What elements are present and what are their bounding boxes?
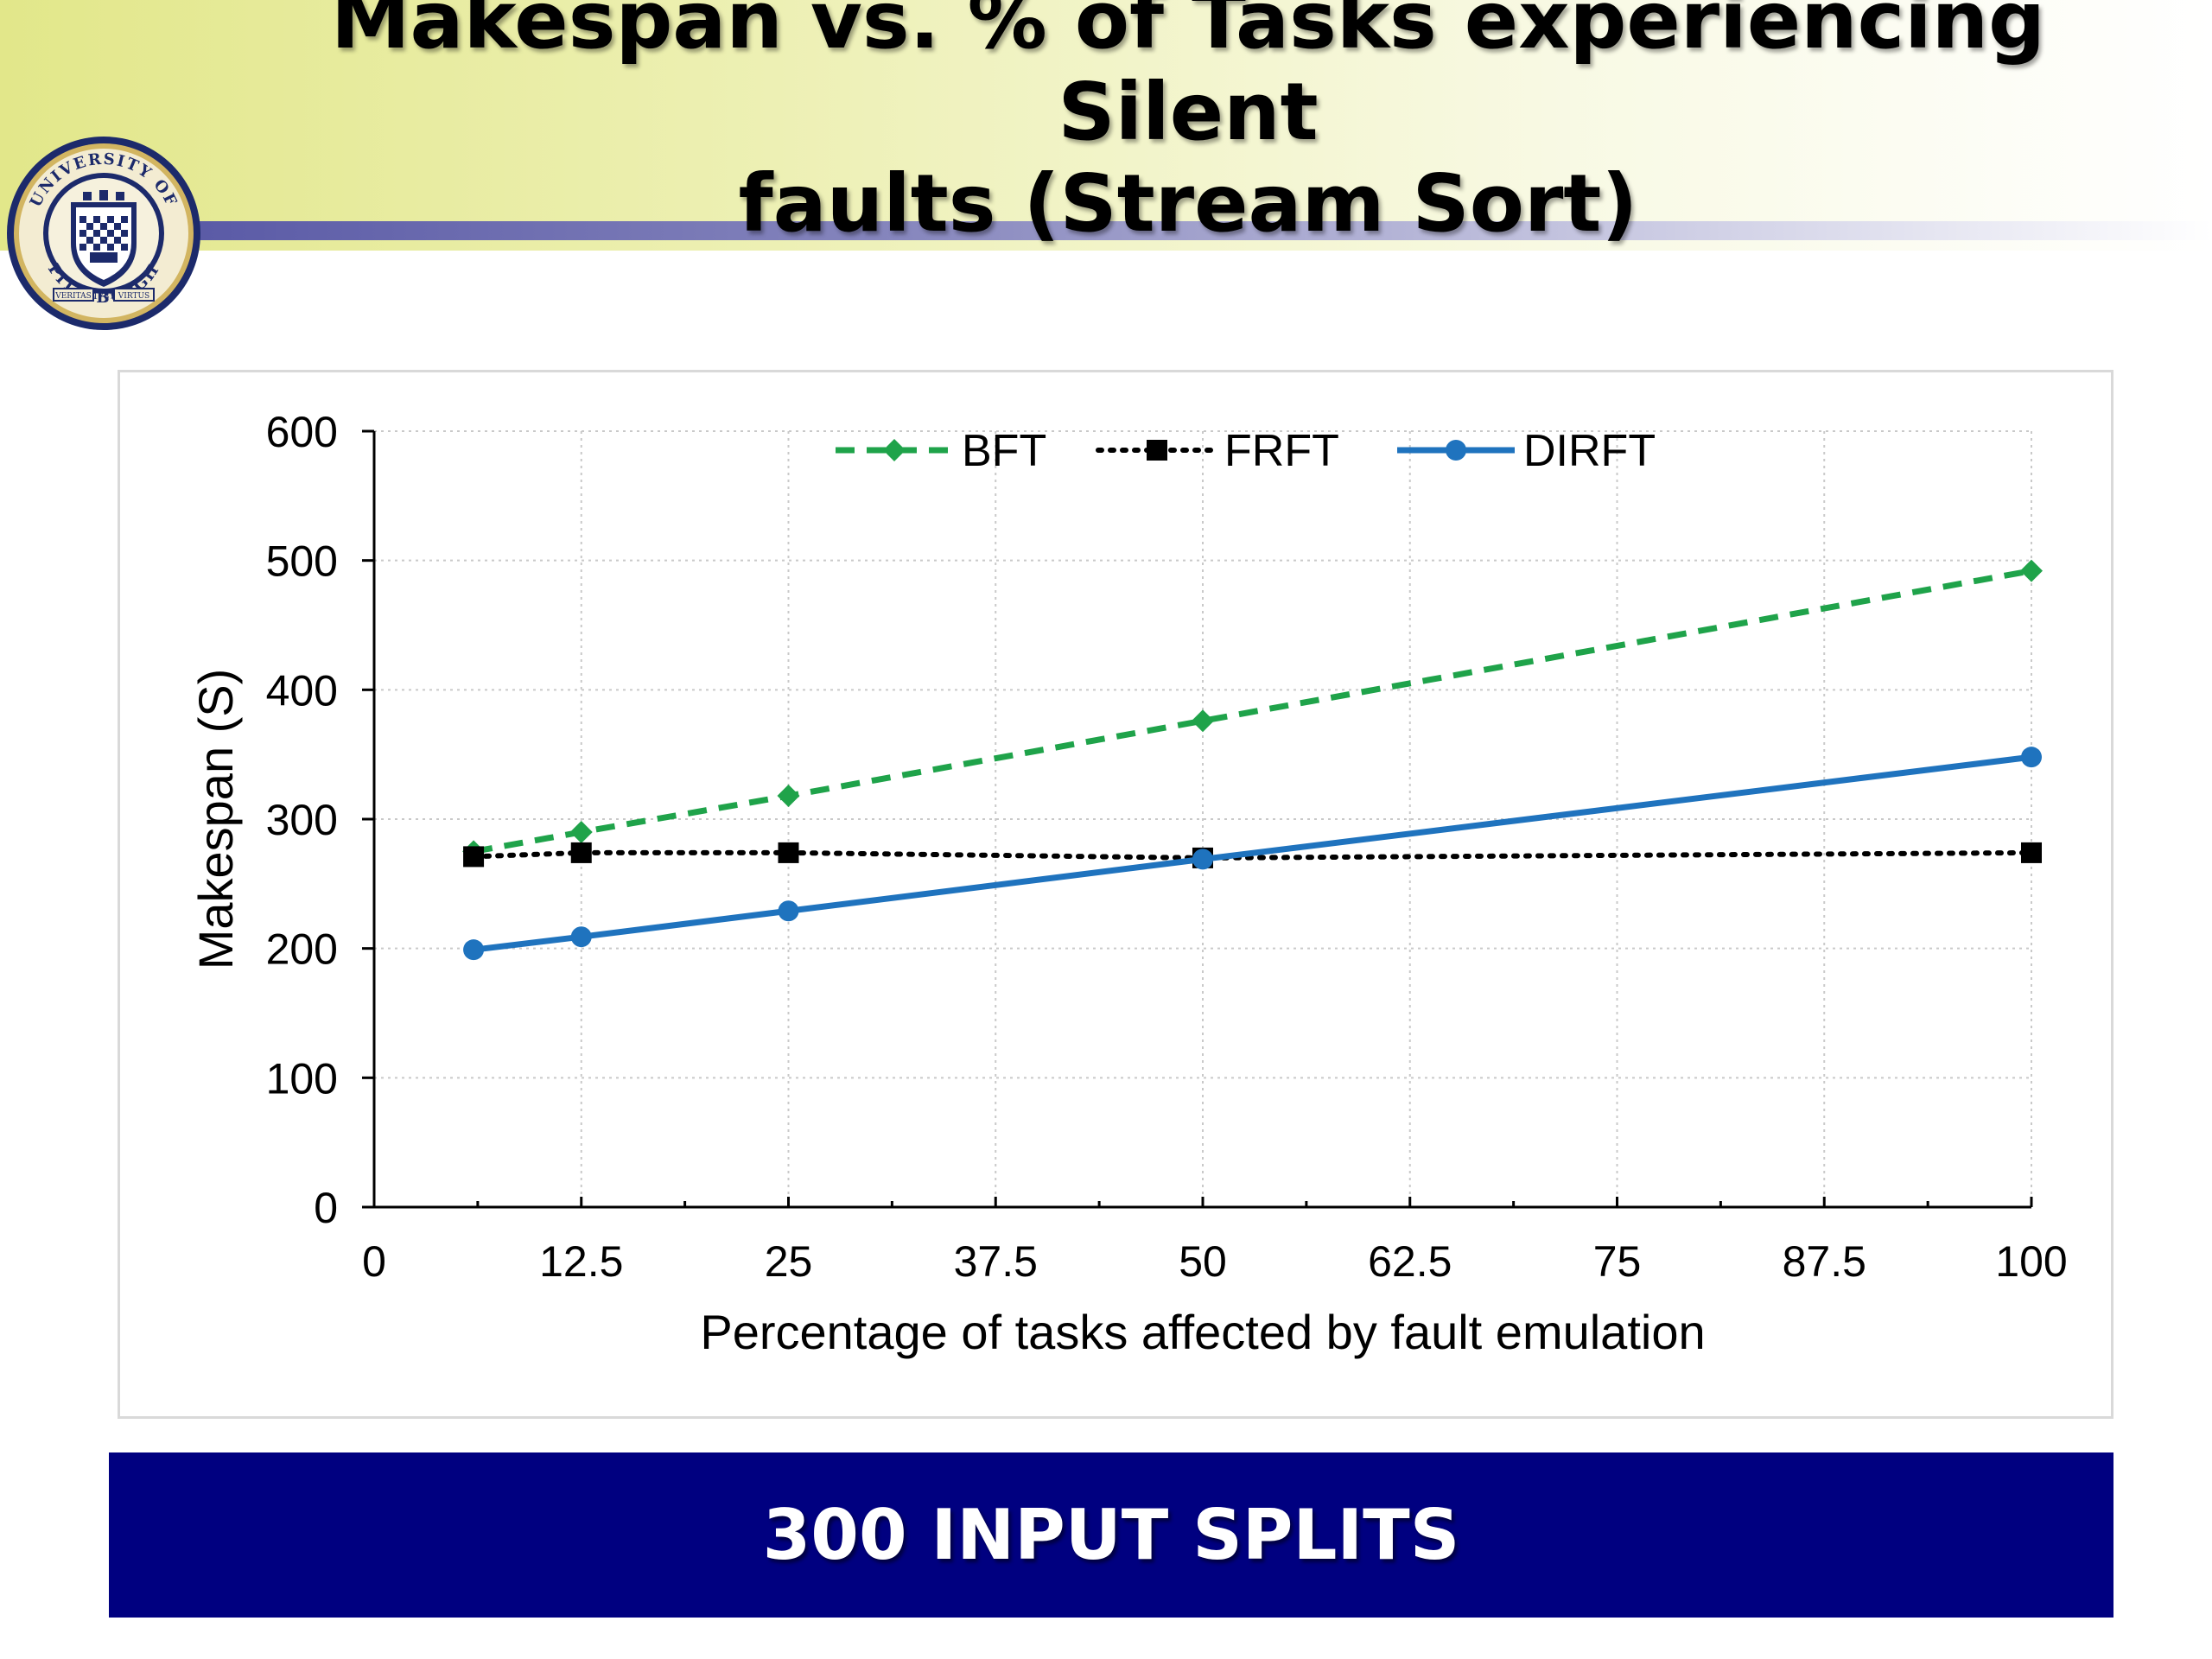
x-tick-label: 87.5 [1783,1237,1866,1286]
chart-frame: 0 100 200 300 400 500 600 0 12.5 25 37.5 50 62.5 75 87… [118,370,2113,1419]
y-tick-label: 200 [266,925,338,974]
x-tick-label: 37.5 [954,1237,1038,1286]
x-tick-label: 50 [1179,1237,1227,1286]
data-point-frft [570,842,592,863]
data-point-bft [2020,559,2043,582]
y-tick-label: 500 [266,537,338,586]
footer-bar: 300 INPUT SPLITS [109,1452,2113,1618]
data-point-dirft [1192,849,1213,870]
legend-label-bft: BFT [962,426,1046,476]
y-tick-label: 600 [266,408,338,456]
x-tick-label: 0 [362,1237,386,1286]
footer-label: 300 INPUT SPLITS [762,1495,1460,1575]
x-tick-label: 62.5 [1368,1237,1452,1286]
slide-title-line-1: Makespan vs. % of Tasks experiencing Sil… [330,0,2046,158]
x-tick-label: 75 [1593,1237,1642,1286]
data-point-dirft [463,939,485,961]
slide-title: Makespan vs. % of Tasks experiencing Sil… [216,0,2160,250]
slide-title-line-2: faults (Stream Sort) [738,157,1638,250]
data-point-frft [2021,842,2042,863]
line-chart: 0 100 200 300 400 500 600 0 12.5 25 37.5 50 62.5 75 87… [188,408,2068,1359]
data-point-frft [778,842,799,863]
data-point-bft [777,785,800,808]
legend-label-dirft: DIRFT [1523,426,1656,476]
x-tick-label: 100 [1995,1237,2067,1286]
seal-motto-right: VIRTUS [118,292,149,301]
seal-motto-year: 1787 [92,292,114,302]
y-tick-label: 400 [266,666,338,715]
series-line-bft [473,568,2032,855]
x-tick-label: 12.5 [539,1237,623,1286]
y-tick-label: 100 [266,1054,338,1103]
data-point-dirft [2021,747,2042,768]
seal-motto-left: VERITAS [54,292,92,301]
data-point-dirft [570,926,592,948]
legend-marker-bft [883,439,906,461]
data-point-frft [463,846,485,868]
legend-label-frft: FRFT [1224,426,1339,476]
legend-marker-dirft [1446,440,1466,461]
y-tick-label: 0 [314,1184,338,1232]
university-of-pittsburgh-seal-icon: UNIVERSITY OF PITTSBURGH VERITAS 1787 VI… [7,137,200,330]
x-tick-label: 25 [765,1237,813,1286]
y-axis-title: Makespan (S) [188,669,243,970]
header-band [0,0,2212,251]
header-rule [190,221,2212,240]
data-point-bft [569,820,593,843]
x-axis-title: Percentage of tasks affected by fault em… [700,1305,1705,1359]
data-point-dirft [778,900,799,922]
y-tick-label: 300 [266,796,338,844]
data-point-bft [1192,709,1214,733]
legend-marker-frft [1147,440,1167,461]
